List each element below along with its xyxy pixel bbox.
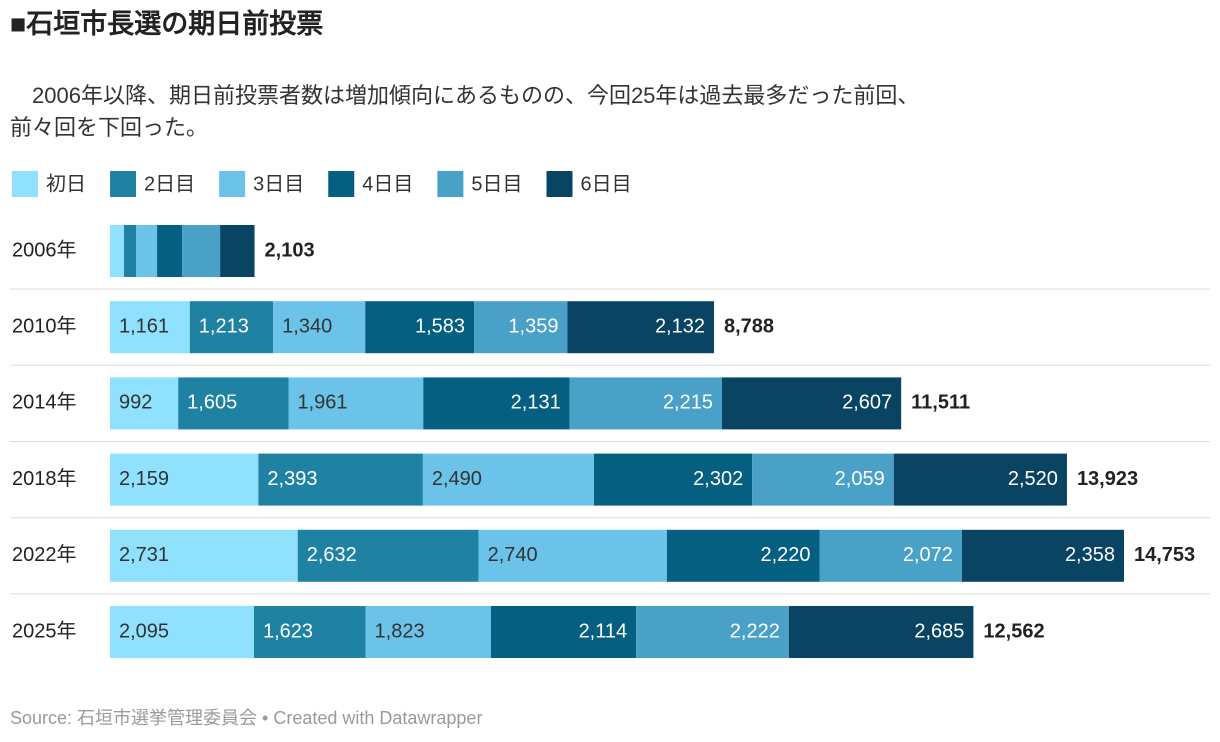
chart-title: ■石垣市長選の期日前投票 — [10, 8, 323, 39]
total-label: 11,511 — [911, 392, 970, 414]
bar-segment — [258, 453, 423, 506]
bar-segment — [297, 529, 479, 582]
legend-swatch — [546, 171, 573, 197]
value-label: 1,623 — [263, 620, 313, 642]
value-label: 1,823 — [375, 620, 425, 642]
category-label: 2018年 — [12, 467, 77, 490]
value-label: 2,095 — [119, 620, 169, 642]
value-label: 2,740 — [488, 544, 538, 566]
bar-segment — [893, 453, 1067, 506]
value-label: 2,220 — [760, 544, 810, 566]
value-label: 2,072 — [903, 544, 953, 566]
value-label: 2,632 — [307, 544, 357, 566]
bar-segment — [110, 301, 190, 354]
value-label: 1,961 — [297, 392, 347, 414]
bar-segment — [567, 301, 715, 354]
bar-segment — [423, 377, 570, 430]
value-label: 2,731 — [119, 544, 169, 566]
bar-segment — [569, 377, 722, 430]
category-label: 2025年 — [12, 619, 77, 642]
bar-segment — [365, 301, 475, 354]
bar-segment — [752, 453, 894, 506]
legend-swatch — [12, 171, 38, 197]
bar-segment — [636, 606, 789, 658]
bar-segment — [666, 529, 820, 582]
bar-segment — [110, 225, 125, 277]
bar-segment — [961, 529, 1124, 582]
bar-segment — [110, 606, 254, 658]
bar-segment — [253, 606, 366, 658]
category-label: 2022年 — [12, 543, 77, 566]
bar-segment — [182, 225, 221, 277]
source: Source: 石垣市選挙管理委員会 • Created with Datawr… — [10, 708, 482, 728]
value-label: 2,393 — [267, 468, 317, 490]
total-label: 2,103 — [265, 239, 315, 261]
legend-label: 4日目 — [362, 173, 413, 195]
bar-segment — [110, 529, 298, 582]
legend-label: 6日目 — [581, 173, 632, 195]
category-label: 2010年 — [12, 314, 77, 337]
value-label: 1,161 — [119, 315, 169, 337]
value-label: 2,114 — [579, 620, 628, 642]
value-label: 1,213 — [199, 315, 249, 337]
bar-segment — [422, 453, 595, 506]
value-label: 2,131 — [511, 392, 561, 414]
bar-segment — [110, 377, 179, 430]
bar-segment — [594, 453, 753, 506]
value-label: 2,159 — [119, 468, 169, 490]
value-label: 2,222 — [730, 620, 780, 642]
value-label: 2,358 — [1065, 544, 1115, 566]
category-label: 2006年 — [12, 238, 77, 261]
subtitle: 2006年以降、期日前投票者数は増加傾向にあるものの、今回25年は過去最多だった… — [10, 83, 919, 108]
category-label: 2014年 — [12, 391, 77, 414]
bar-segment — [273, 301, 366, 354]
value-label: 1,583 — [415, 315, 465, 337]
legend-swatch — [219, 171, 246, 197]
bar-segment — [189, 301, 274, 354]
bar-segment — [157, 225, 183, 277]
value-label: 2,215 — [663, 392, 713, 414]
subtitle: 前々回を下回った。 — [10, 115, 208, 140]
value-label: 2,607 — [842, 392, 892, 414]
legend-swatch — [437, 171, 464, 197]
legend-label: 2日目 — [144, 173, 195, 195]
bar-segment — [178, 377, 289, 430]
value-label: 2,685 — [914, 620, 964, 642]
legend-swatch — [110, 171, 136, 197]
value-label: 1,359 — [508, 315, 558, 337]
value-label: 2,059 — [835, 468, 885, 490]
legend-label: 5日目 — [471, 173, 522, 195]
value-label: 2,132 — [655, 315, 705, 337]
bar-segment — [288, 377, 424, 430]
value-label: 2,302 — [693, 468, 743, 490]
bar-segment — [490, 606, 637, 658]
value-label: 2,490 — [432, 468, 482, 490]
bar-segment — [365, 606, 491, 658]
total-label: 14,753 — [1134, 544, 1195, 566]
total-label: 12,562 — [983, 620, 1044, 642]
bar-segment — [220, 225, 255, 277]
legend-swatch — [328, 171, 355, 197]
value-label: 1,340 — [282, 315, 332, 337]
legend-label: 初日 — [46, 172, 86, 195]
bar-segment — [819, 529, 962, 582]
bar-segment — [721, 377, 902, 430]
value-label: 2,520 — [1008, 468, 1058, 490]
legend-label: 3日目 — [253, 173, 304, 195]
bar-segment — [124, 225, 137, 277]
bar-segment — [136, 225, 158, 277]
total-label: 13,923 — [1077, 468, 1138, 490]
value-label: 992 — [119, 392, 152, 414]
bar-segment — [788, 606, 974, 658]
bar-segment — [478, 529, 667, 582]
bar-segment — [110, 453, 259, 506]
total-label: 8,788 — [724, 315, 774, 337]
value-label: 1,605 — [187, 392, 237, 414]
bar-segment — [474, 301, 568, 354]
